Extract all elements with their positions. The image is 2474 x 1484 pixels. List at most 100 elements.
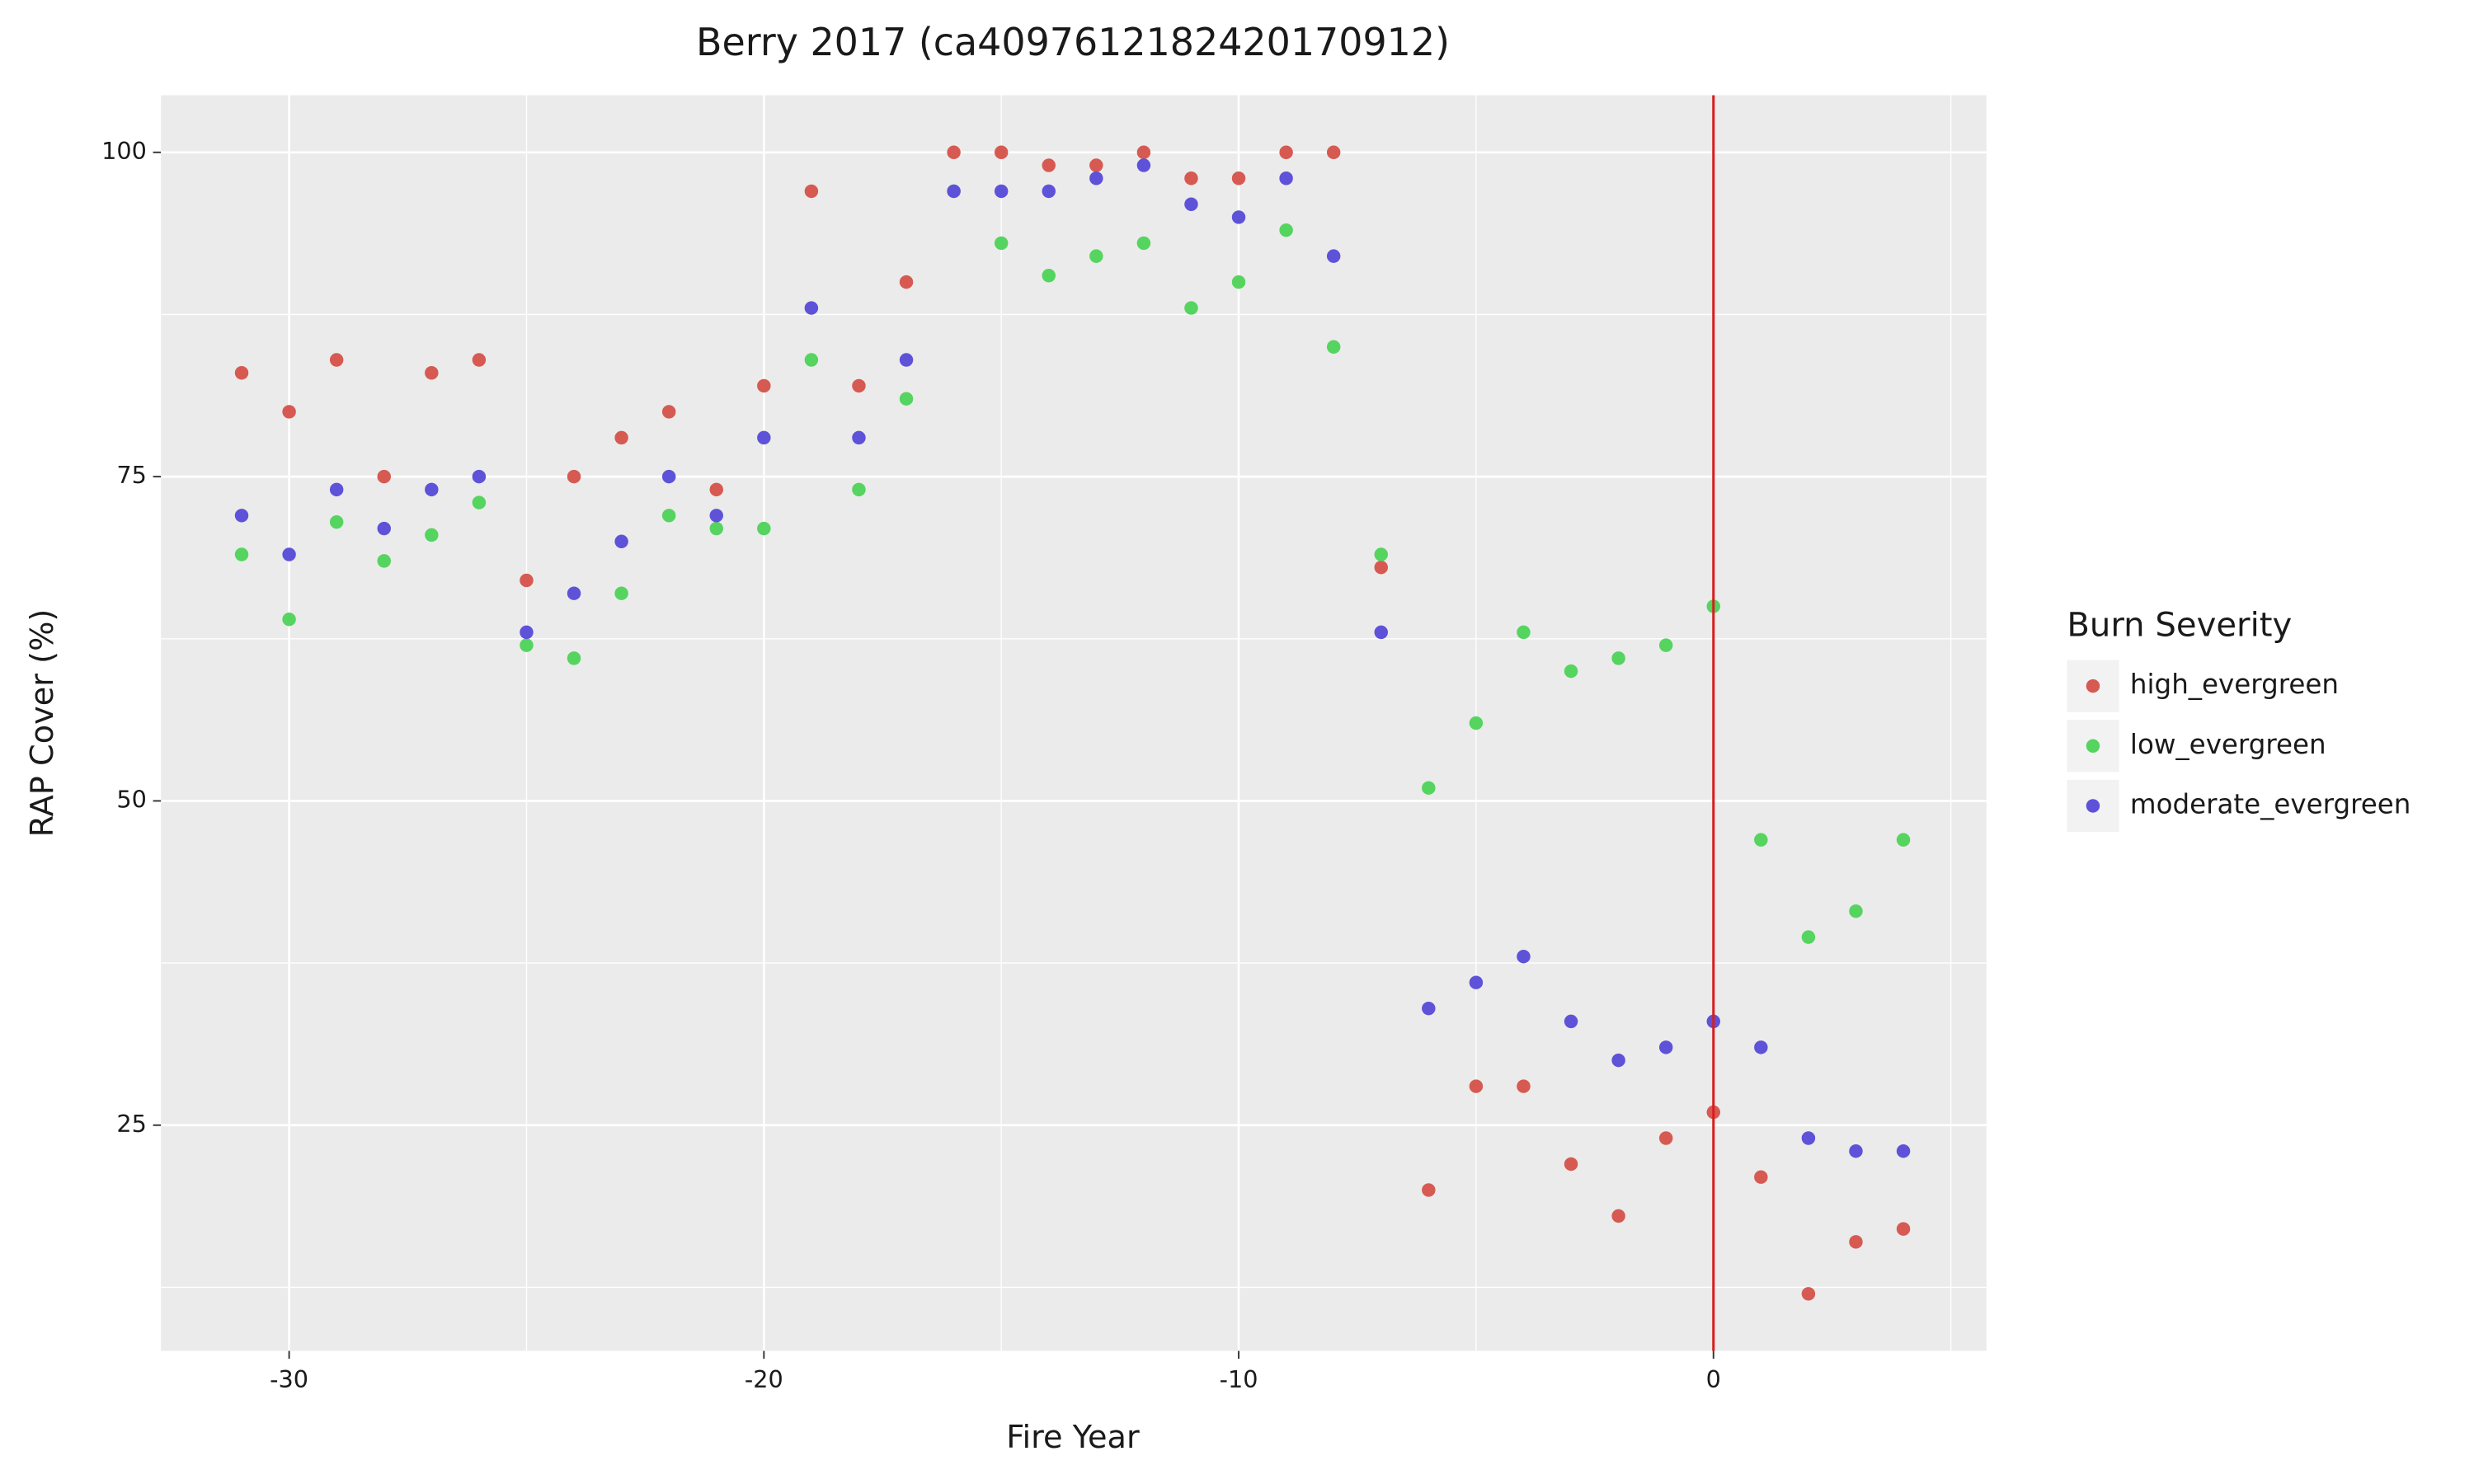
data-point [1326,249,1341,263]
data-point [614,534,628,549]
data-point [947,145,961,160]
x-tick-label: -30 [270,1365,308,1393]
data-point [1754,1040,1768,1054]
data-point [1658,1040,1673,1054]
data-point [1896,833,1911,847]
y-tick-label: 50 [116,785,147,813]
data-point [520,573,534,588]
data-point [899,353,914,367]
data-point [1611,651,1625,665]
legend-label: high_evergreen [2130,669,2339,700]
x-axis-label: Fire Year [1006,1419,1140,1456]
data-point [234,547,249,561]
data-point [709,482,723,497]
data-point [899,392,914,406]
data-point [1658,638,1673,652]
data-point [1136,236,1151,251]
data-point [661,469,676,484]
data-point [234,366,249,380]
data-point [1896,1222,1911,1236]
data-point [1279,223,1293,237]
data-point [852,378,866,393]
data-point [947,184,961,199]
data-point [661,405,676,419]
data-point [1184,301,1198,315]
data-point [520,625,534,640]
data-point [1564,1157,1578,1172]
data-point [852,430,866,445]
legend-marker [2086,799,2100,813]
legend-marker [2086,679,2100,693]
data-point [994,184,1009,199]
data-point [1042,184,1056,199]
legend-marker [2086,739,2100,754]
legend-title: Burn Severity [2067,606,2292,644]
data-point [425,366,439,380]
data-point [757,521,771,536]
data-point [472,353,487,367]
x-tick-label: -20 [745,1365,783,1393]
data-point [1231,171,1246,186]
data-point [804,301,819,315]
data-point [1374,561,1388,575]
data-point [472,495,487,510]
data-point [994,145,1009,160]
y-tick-label: 100 [101,137,147,165]
data-point [1279,145,1293,160]
data-point [1231,275,1246,289]
data-point [1469,716,1484,730]
y-tick-label: 75 [116,461,147,489]
x-tick-label: -10 [1220,1365,1258,1393]
data-point [1896,1144,1911,1158]
data-point [709,521,723,536]
data-point [282,612,296,627]
data-point [377,554,391,568]
data-point [709,509,723,523]
chart-title: Berry 2017 (ca4097612182420170912) [696,20,1450,64]
data-point [1136,158,1151,172]
data-point [1422,1001,1436,1016]
data-point [1658,1131,1673,1145]
data-point [520,638,534,652]
legend-label: moderate_evergreen [2130,788,2411,819]
data-point [1326,145,1341,160]
data-point [1801,1287,1816,1301]
data-point [1517,950,1531,964]
data-point [757,378,771,393]
plot-panel [161,95,1987,1351]
data-point [1469,1079,1484,1093]
data-point [614,586,628,600]
data-point [852,482,866,497]
data-point [567,586,581,600]
data-point [1089,171,1103,186]
data-point [282,547,296,561]
data-point [994,236,1009,251]
data-point [804,184,819,199]
data-point [567,651,581,665]
data-point [1517,1079,1531,1093]
data-point [425,528,439,542]
legend-label: low_evergreen [2130,729,2326,760]
data-point [1611,1053,1625,1068]
data-point [1611,1209,1625,1223]
data-point [1042,158,1056,172]
data-point [1754,1170,1768,1184]
data-point [425,482,439,497]
data-point [899,275,914,289]
data-point [1754,833,1768,847]
data-point [1136,145,1151,160]
data-point [614,430,628,445]
data-point [1374,547,1388,561]
data-point [1422,1183,1436,1197]
data-point [282,405,296,419]
data-point [329,353,344,367]
data-point [1801,1131,1816,1145]
data-point [1517,625,1531,640]
data-point [1279,171,1293,186]
y-axis-label: RAP Cover (%) [24,609,61,838]
data-point [1849,1235,1863,1249]
data-point [234,509,249,523]
data-point [377,469,391,484]
data-point [757,430,771,445]
data-point [1469,975,1484,989]
